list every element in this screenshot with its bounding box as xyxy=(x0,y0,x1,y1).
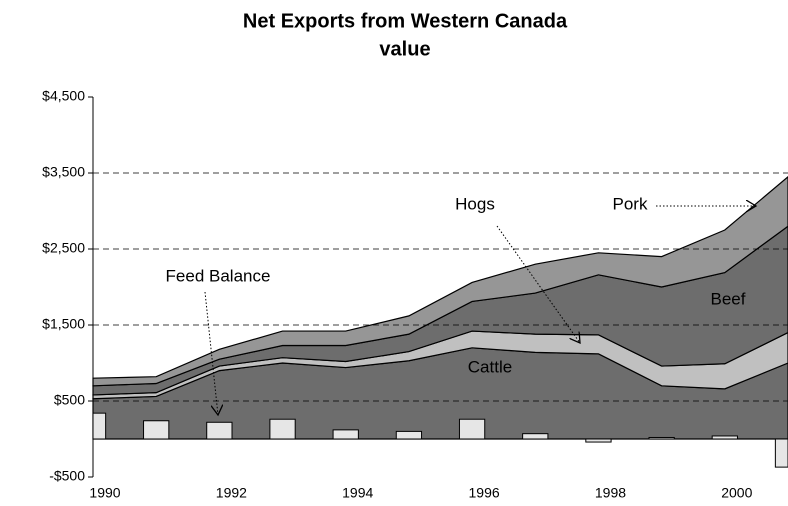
bar xyxy=(395,430,423,440)
y-tick-label: $500 xyxy=(54,392,85,408)
y-tick-label: $3,500 xyxy=(42,164,85,180)
y-tick-label: $1,500 xyxy=(42,316,85,332)
annotation-arrow xyxy=(496,225,580,343)
bar xyxy=(458,418,486,440)
series-label: Feed Balance xyxy=(166,266,271,285)
x-tick-label: 1992 xyxy=(216,485,247,501)
x-tick-label: 1990 xyxy=(89,485,120,501)
y-tick-label: -$500 xyxy=(49,468,85,484)
area xyxy=(92,176,788,387)
x-tick-label: 1998 xyxy=(595,485,626,501)
bar xyxy=(774,438,788,468)
bar xyxy=(143,420,170,440)
series-label: Cattle xyxy=(468,357,512,376)
bar xyxy=(206,421,233,440)
bar xyxy=(522,433,549,440)
chart-title: Net Exports from Western Canada xyxy=(243,10,568,32)
chart-subtitle: value xyxy=(379,38,430,60)
annotations: Cattle Hogs Beef Pork Feed Balance xyxy=(166,194,756,415)
x-tick-label: 1996 xyxy=(469,485,500,501)
bar xyxy=(92,412,107,440)
bar xyxy=(332,429,359,440)
x-tick-label: 2000 xyxy=(721,485,752,501)
series-label: Pork xyxy=(613,194,648,213)
bar xyxy=(269,418,296,440)
x-tick-label: 1994 xyxy=(342,485,373,501)
plot-area: -$500 $500 $1,500 $2,500 $3,500 $4,500 1990 199… xyxy=(42,88,788,501)
y-tick-label: $2,500 xyxy=(42,240,85,256)
series-label: Beef xyxy=(711,289,746,308)
series-label: Hogs xyxy=(455,194,495,213)
y-tick-label: $4,500 xyxy=(42,88,85,104)
